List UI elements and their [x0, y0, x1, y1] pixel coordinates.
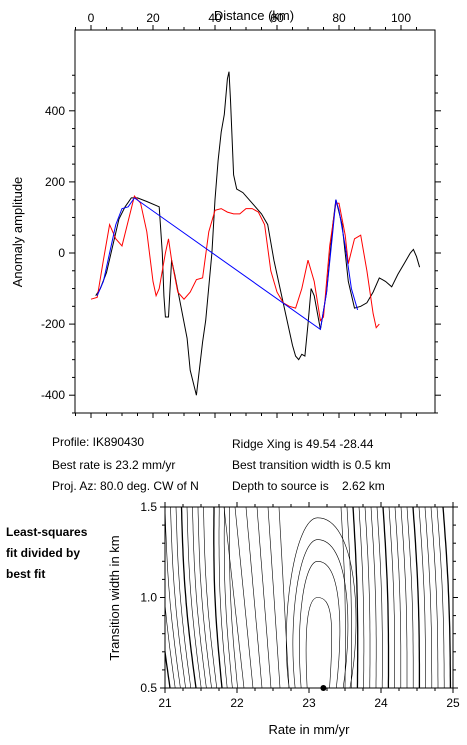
model-profile-line	[90, 195, 380, 329]
x-axis-label: Distance (km)	[214, 8, 294, 23]
contour-ticks: 21 22 23 24 25 0.5 1.0 1.5	[140, 500, 460, 710]
projection-azimuth-text: Proj. Az: 80.0 deg. CW of N	[52, 479, 199, 493]
contour-x-tick-label: 25	[446, 696, 460, 710]
contour-line	[358, 507, 365, 688]
contour-line	[430, 507, 439, 688]
contour-line	[234, 507, 254, 688]
contour-x-tick-label: 24	[374, 696, 388, 710]
contour-line	[436, 507, 445, 688]
contour-line	[223, 507, 233, 688]
contour-line	[256, 507, 272, 688]
best-fit-point	[320, 685, 327, 691]
contour-y-tick-label: 0.5	[140, 681, 157, 695]
contour-x-axis-label: Rate in mm/yr	[269, 722, 351, 737]
profile-text: Profile: IK890430	[52, 435, 145, 449]
side-note: Least-squares fit divided by best fit	[6, 522, 87, 585]
contour-line	[165, 507, 181, 688]
depth-text: Depth to source is 2.62 km	[232, 479, 385, 493]
contour-line-closed	[285, 517, 357, 688]
contour-line	[229, 507, 238, 688]
contour-line-closed	[305, 597, 333, 688]
contour-y-tick-label: 1.5	[140, 500, 157, 514]
contour-line	[382, 507, 390, 688]
fitted-segment-line	[96, 197, 359, 331]
contour-line	[340, 507, 346, 688]
contour-line	[175, 507, 192, 688]
x-tick-label: 80	[332, 11, 346, 25]
contour-line-group	[165, 507, 452, 688]
side-note-line: Least-squares	[6, 525, 88, 539]
misfit-contour-chart: 21 22 23 24 25 0.5 1.0 1.5 Rate in mm/yr Transi…	[107, 500, 460, 737]
contour-line	[370, 507, 377, 688]
y-tick-label: 200	[45, 175, 65, 189]
contour-line	[442, 507, 452, 688]
x-tick-label: 40	[208, 11, 222, 25]
contour-line	[352, 507, 359, 688]
ridge-crossing-text: Ridge Xing is 49.54 -28.44	[232, 437, 374, 451]
x-tick-label: 100	[391, 11, 411, 25]
y-tick-label: 400	[45, 104, 65, 118]
contour-line	[406, 507, 414, 688]
contour-line	[364, 507, 371, 688]
best-width-text: Best transition width is 0.5 km	[232, 458, 391, 472]
anomaly-ticks: 0 20 40 60 80 100 -400 -200 0 200 400	[41, 11, 441, 418]
contour-line	[180, 507, 197, 688]
contour-line	[218, 507, 228, 688]
observed-profile-line	[95, 71, 421, 396]
contour-line	[424, 507, 433, 688]
contour-x-tick-label: 22	[230, 696, 244, 710]
contour-line	[245, 507, 263, 688]
contour-line	[192, 507, 207, 688]
anomaly-chart: 0 20 40 60 80 100 -400 -200 0 200 400 Distance (km…	[10, 8, 441, 418]
contour-lines	[165, 507, 452, 688]
anomaly-series	[90, 71, 421, 396]
contour-line	[213, 507, 223, 688]
contour-line	[388, 507, 395, 688]
y-axis-label: Anomaly amplitude	[10, 177, 25, 288]
x-tick-label: 60	[270, 11, 284, 25]
contour-line	[165, 601, 176, 688]
contour-line	[186, 507, 202, 688]
contour-line	[400, 507, 408, 688]
x-tick-label: 0	[88, 11, 95, 25]
best-rate-text: Best rate is 23.2 mm/yr	[52, 458, 176, 472]
y-tick-label: 0	[58, 246, 65, 260]
contour-line-closed	[292, 539, 349, 688]
contour-line	[203, 507, 218, 688]
contour-line	[278, 507, 290, 688]
contour-line	[346, 507, 352, 688]
contour-x-tick-label: 21	[158, 696, 172, 710]
contour-line-closed	[299, 560, 341, 688]
anomaly-plot-frame	[74, 29, 436, 414]
contour-line	[376, 507, 383, 688]
y-tick-label: -200	[41, 317, 65, 331]
contour-y-axis-label: Transition width in km	[107, 535, 122, 660]
y-tick-label: -400	[41, 388, 65, 402]
contour-y-tick-label: 1.0	[140, 591, 157, 605]
contour-line	[165, 646, 171, 688]
side-note-line: best fit	[6, 567, 46, 581]
contour-line	[412, 507, 421, 688]
contour-x-tick-label: 23	[302, 696, 316, 710]
contour-line	[267, 507, 281, 688]
contour-line	[223, 507, 245, 688]
contour-line	[197, 507, 212, 688]
contour-line	[394, 507, 402, 688]
side-note-line: fit divided by	[6, 546, 81, 560]
contour-line	[170, 507, 186, 688]
x-tick-label: 20	[146, 11, 160, 25]
contour-line	[418, 507, 426, 688]
